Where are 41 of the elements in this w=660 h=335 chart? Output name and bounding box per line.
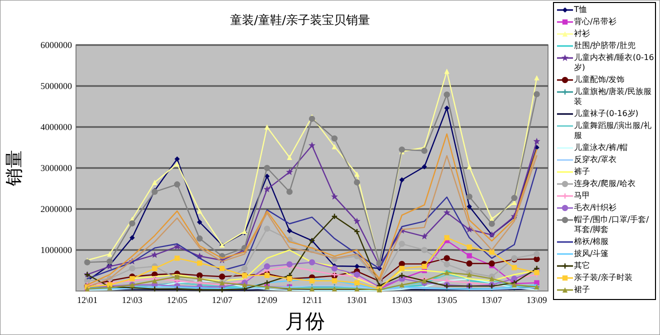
legend-label: 裤子 <box>574 167 591 177</box>
legend-label: 儿童泳衣/裤/帽 <box>574 143 628 153</box>
legend-label: 儿童配饰/发饰 <box>574 75 626 85</box>
legend-label: 毛衣/针织衫 <box>574 203 618 213</box>
legend-label: 儿童舞蹈服/演出服/礼服 <box>574 121 652 141</box>
y-tick-label: 5000000 <box>40 81 72 91</box>
legend-label: 其它 <box>574 261 591 271</box>
y-axis-title: 销量 <box>4 150 25 187</box>
legend-label: 儿童旗袍/唐装/民族服装 <box>574 87 652 107</box>
legend-label: 肚围/护脐带/肚兜 <box>574 41 636 51</box>
legend-label: 马甲 <box>574 191 591 201</box>
x-tick-label: 12\09 <box>256 295 278 305</box>
x-tick-label: 13\01 <box>346 295 368 305</box>
y-tick-label: 1000000 <box>40 245 72 255</box>
legend-label: 亲子装/亲子时装 <box>574 273 634 283</box>
x-tick-label: 13\05 <box>436 295 458 305</box>
legend-label: 反穿衣/罩衣 <box>574 155 618 165</box>
legend-label: 儿童内衣裤/睡衣(0-16岁) <box>574 53 655 73</box>
y-tick-label: 2000000 <box>40 204 72 214</box>
y-tick-label: 6000000 <box>40 40 72 50</box>
y-tick-label: 3000000 <box>40 163 72 173</box>
x-tick-label: 12\05 <box>166 295 188 305</box>
legend-label: 裙子 <box>574 285 591 295</box>
legend-label: 披风/斗篷 <box>574 249 610 259</box>
x-tick-label: 12\11 <box>302 295 322 305</box>
legend-label: T恤 <box>574 5 588 15</box>
legend-label: 背心/吊带衫 <box>574 17 618 27</box>
x-tick-label: 12\03 <box>122 295 143 305</box>
legend-label: 儿童袜子(0-16岁) <box>574 109 640 119</box>
x-tick-label: 13\03 <box>392 295 413 305</box>
chart-title: 童装/童鞋/亲子装宝贝销量 <box>230 13 370 27</box>
x-axis-title: 月份 <box>285 309 325 333</box>
x-tick-label: 13\07 <box>482 295 503 305</box>
x-tick-label: 12\01 <box>76 295 98 305</box>
x-tick-label: 12\07 <box>212 295 233 305</box>
x-tick-label: 13\09 <box>526 295 548 305</box>
legend-label: 帽子/围巾/口罩/手套/耳套/脚套 <box>574 215 650 235</box>
legend-label: 棉袄/棉服 <box>574 237 610 247</box>
y-tick-label: 4000000 <box>40 122 72 132</box>
legend-label: 衬衫 <box>574 29 591 39</box>
legend-label: 连身衣/爬服/哈衣 <box>574 179 636 189</box>
